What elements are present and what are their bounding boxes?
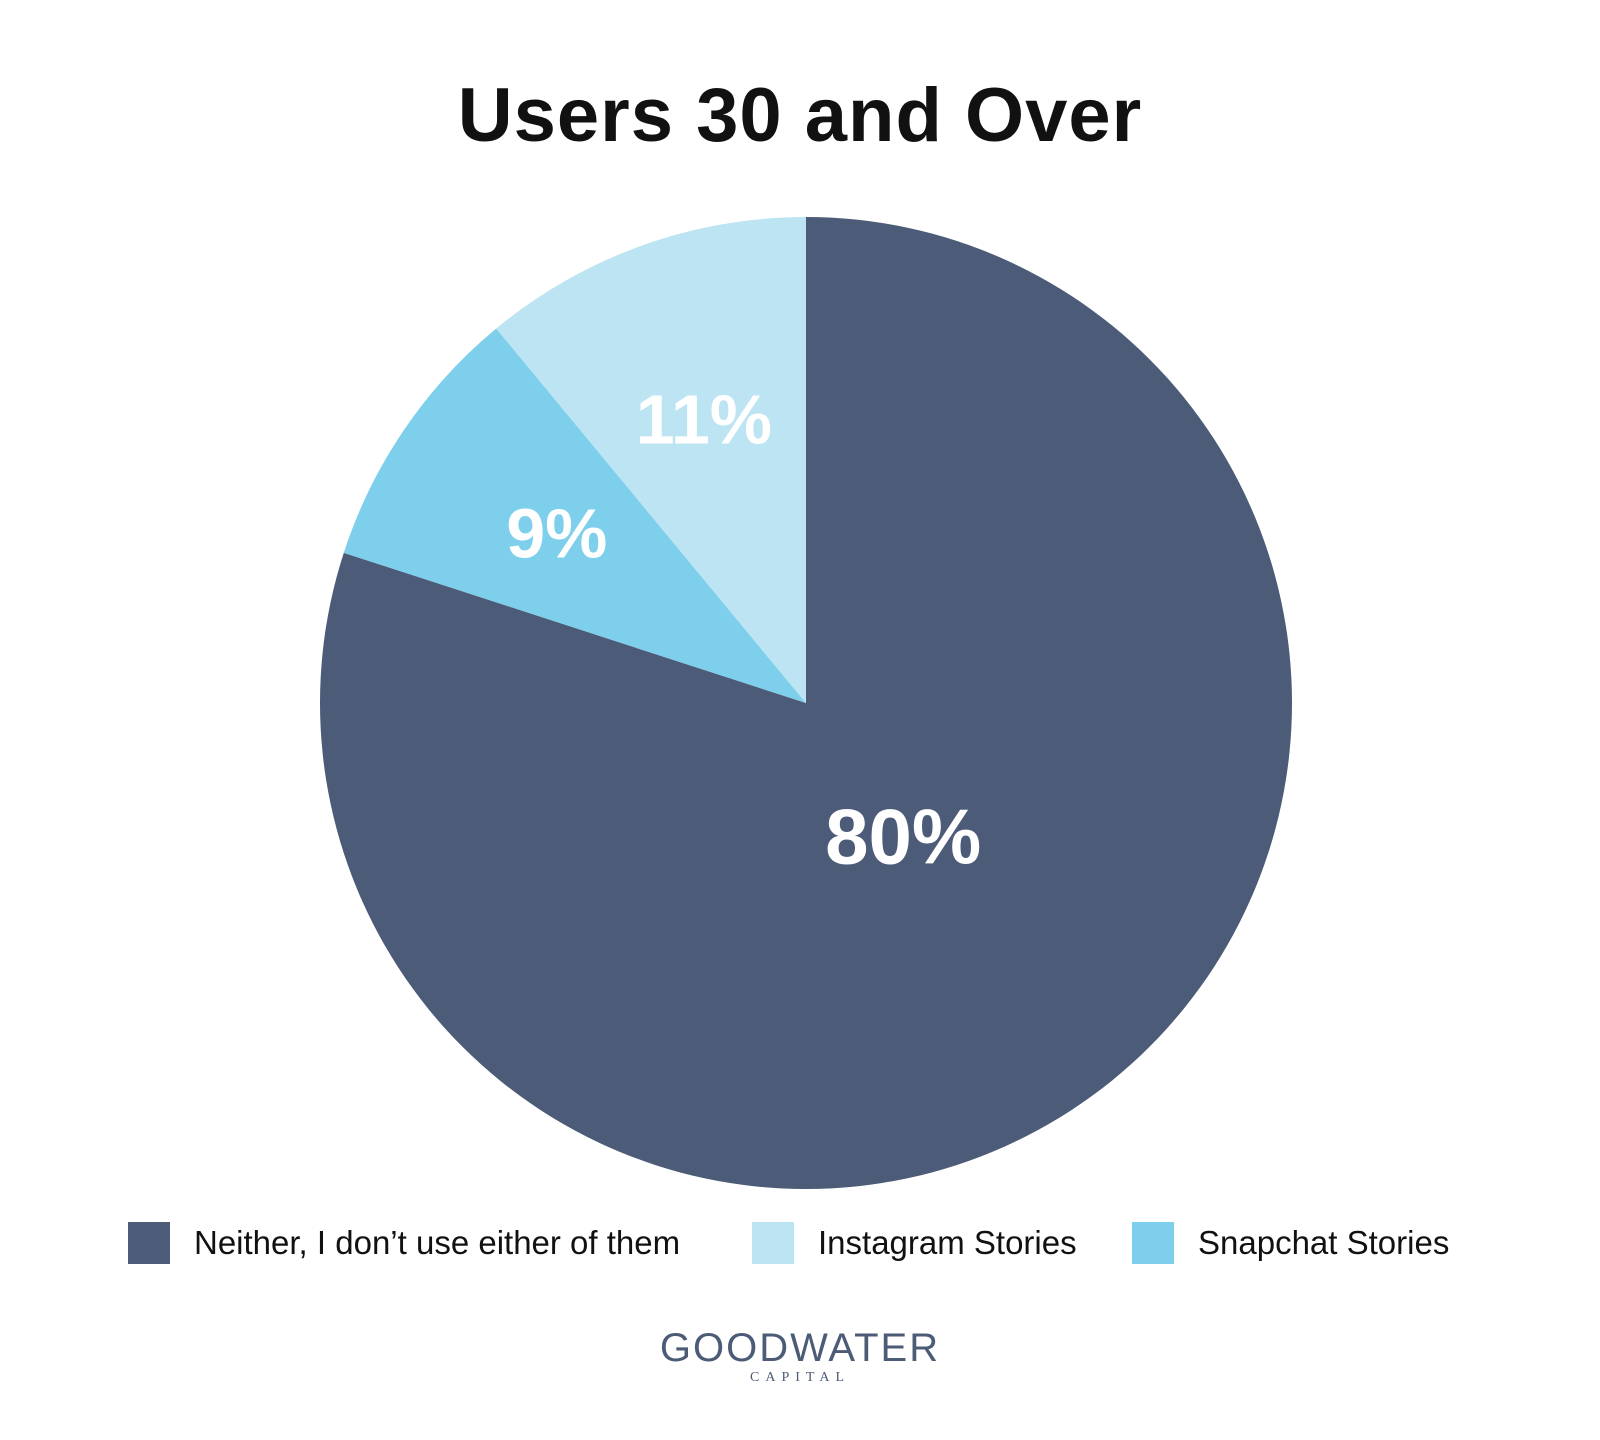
legend-label-instagram: Instagram Stories xyxy=(818,1224,1077,1261)
logo-wordmark: GOODWATER xyxy=(659,1326,941,1370)
slice-label-neither: 80% xyxy=(825,793,981,881)
legend-swatch-instagram xyxy=(752,1222,794,1264)
goodwater-logo: GOODWATER CAPITAL xyxy=(0,1328,1600,1386)
chart-title: Users 30 and Over xyxy=(457,73,1143,158)
legend-item-snapchat: Snapchat Stories xyxy=(1132,1220,1449,1266)
slice-label-snapchat: 9% xyxy=(506,495,607,573)
pie-chart: 80% 9% 11% xyxy=(320,217,1293,1189)
legend-item-instagram: Instagram Stories xyxy=(752,1220,1077,1266)
slice-label-instagram: 11% xyxy=(636,380,772,458)
logo-subtitle: CAPITAL xyxy=(750,1370,850,1385)
legend-item-neither: Neither, I don’t use either of them xyxy=(128,1220,680,1266)
pie-slice-instagram xyxy=(496,217,806,703)
legend: Neither, I don’t use either of them Inst… xyxy=(0,1220,1600,1266)
legend-label-snapchat: Snapchat Stories xyxy=(1198,1224,1450,1261)
legend-label-neither: Neither, I don’t use either of them xyxy=(194,1224,681,1261)
legend-swatch-snapchat xyxy=(1132,1222,1174,1264)
pie-slice-snapchat xyxy=(343,328,806,703)
legend-swatch-neither xyxy=(128,1222,170,1264)
